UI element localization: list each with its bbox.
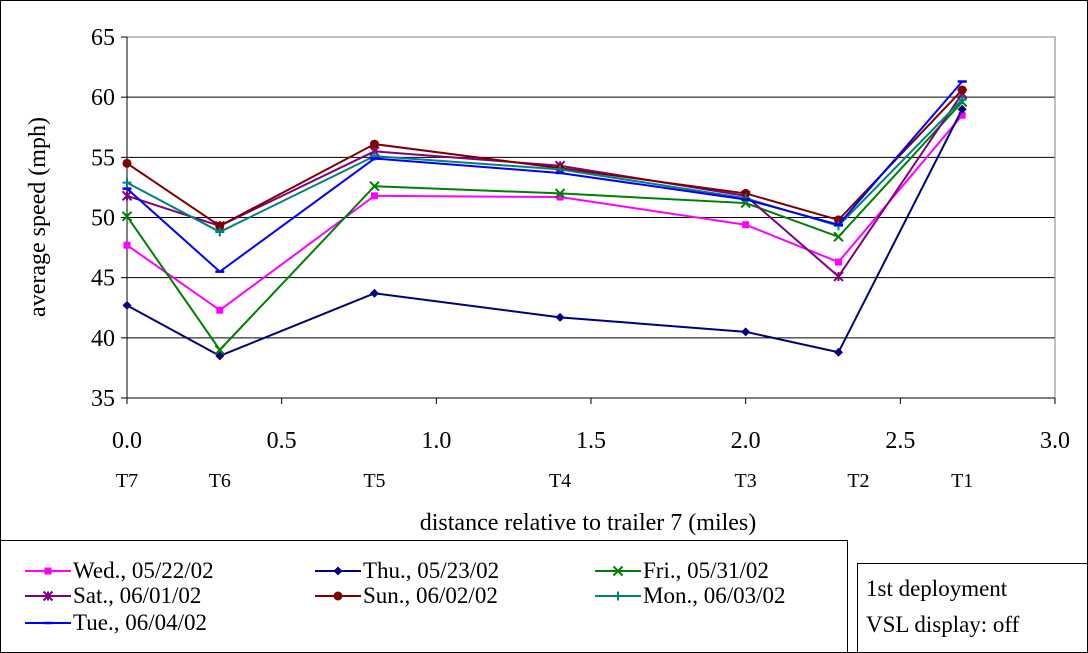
- legend-item: Sun., 06/02/02: [313, 581, 498, 611]
- y-axis-label: average speed (mph): [25, 117, 51, 317]
- y-tick-label: 35: [91, 386, 115, 412]
- legend-label: Mon., 06/03/02: [643, 583, 786, 608]
- y-tick-label: 45: [91, 266, 115, 292]
- series-layer: [121, 80, 968, 361]
- legend-swatch: [25, 590, 71, 602]
- data-point: [833, 271, 844, 282]
- data-point: [741, 188, 751, 198]
- y-tick-label: 65: [91, 25, 115, 51]
- trailer-label: T3: [735, 470, 757, 492]
- x-tick-label: 2.0: [731, 428, 761, 454]
- trailer-label: T6: [209, 470, 231, 492]
- deployment-note: 1st deployment VSL display: off: [857, 563, 1088, 653]
- data-point: [215, 221, 225, 231]
- data-point: [121, 211, 133, 222]
- series-2: [122, 104, 967, 361]
- data-point: [214, 344, 226, 356]
- legend-item: Sat., 06/01/02: [23, 581, 201, 611]
- data-point: [369, 139, 379, 149]
- legend-swatch: [25, 621, 71, 625]
- y-tick-label: 55: [91, 145, 115, 171]
- y-tick-label: 40: [91, 326, 115, 352]
- legend-swatch: [595, 591, 641, 601]
- data-point: [369, 181, 380, 192]
- legend-swatch-marker: [612, 565, 624, 577]
- legend-label: Sun., 06/02/02: [363, 583, 498, 608]
- data-point: [370, 192, 378, 200]
- data-point: [121, 190, 133, 202]
- x-tick-label: 1.0: [421, 428, 451, 454]
- data-point: [122, 178, 132, 188]
- data-point: [122, 158, 132, 168]
- legend-label: Sat., 06/01/02: [73, 583, 202, 608]
- note-line-1: 1st deployment: [866, 576, 1008, 601]
- data-point: [123, 241, 131, 249]
- data-point: [741, 327, 751, 337]
- legend-item: Fri., 05/31/02: [593, 556, 769, 586]
- x-tick-label: 1.5: [576, 428, 606, 454]
- legend-swatch: [25, 567, 71, 575]
- trailer-label: T7: [116, 470, 138, 492]
- legend-item: Thu., 05/23/02: [313, 556, 499, 586]
- trailer-label: T1: [951, 470, 973, 492]
- data-point: [216, 306, 224, 314]
- trailer-label: T5: [363, 470, 385, 492]
- legend-swatch-marker: [613, 591, 623, 601]
- legend-swatch: [595, 565, 641, 577]
- legend-swatch-marker: [333, 566, 343, 576]
- data-point: [122, 300, 132, 310]
- legend-swatch-marker: [42, 590, 54, 602]
- data-point: [957, 85, 967, 95]
- series-1: [123, 111, 966, 314]
- legend-label: Thu., 05/23/02: [363, 558, 500, 583]
- data-point: [957, 95, 967, 105]
- data-point: [555, 312, 565, 322]
- note-line-2: VSL display: off: [866, 612, 1020, 637]
- legend-item: Wed., 05/22/02: [23, 556, 214, 586]
- legend-label: Fri., 05/31/02: [643, 558, 769, 583]
- data-point: [215, 351, 225, 361]
- data-point: [556, 193, 564, 201]
- data-point: [958, 111, 966, 119]
- trailer-label: T2: [847, 470, 869, 492]
- data-point: [215, 227, 225, 237]
- legend-label: Wed., 05/22/02: [73, 558, 214, 583]
- x-axis-label: distance relative to trailer 7 (miles): [420, 510, 757, 536]
- x-tick-label: 0.5: [267, 428, 297, 454]
- legend-swatch: [315, 591, 361, 601]
- legend-label: Tue., 06/04/02: [73, 610, 207, 635]
- y-tick-label: 50: [91, 206, 115, 232]
- legend-item: Mon., 06/03/02: [593, 581, 785, 611]
- y-tick-label: 60: [91, 85, 115, 111]
- x-tick-label: 2.5: [885, 428, 915, 454]
- legend-swatch-marker: [44, 567, 52, 575]
- data-point: [833, 347, 843, 357]
- x-tick-label: 0.0: [112, 428, 142, 454]
- legend-swatch: [315, 566, 361, 576]
- data-point: [834, 258, 842, 266]
- data-point: [554, 188, 566, 199]
- x-tick-label: 3.0: [1040, 428, 1070, 454]
- legend-swatch-marker: [333, 591, 343, 601]
- axes: 35 40 45 50 55 60 65 0.0 0.5 1.0 1.5 2.0 2.5 3.0 T7 T6 T…: [91, 25, 1070, 492]
- legend: Wed., 05/22/02 Thu., 05/23/02 Fri., 05/31/…: [0, 540, 848, 653]
- trailer-label: T4: [549, 470, 571, 492]
- data-point: [957, 104, 967, 114]
- legend-item: Tue., 06/04/02: [23, 608, 207, 638]
- data-point: [742, 221, 750, 229]
- data-point: [369, 288, 379, 298]
- data-point: [833, 231, 844, 242]
- series-7: [122, 80, 967, 273]
